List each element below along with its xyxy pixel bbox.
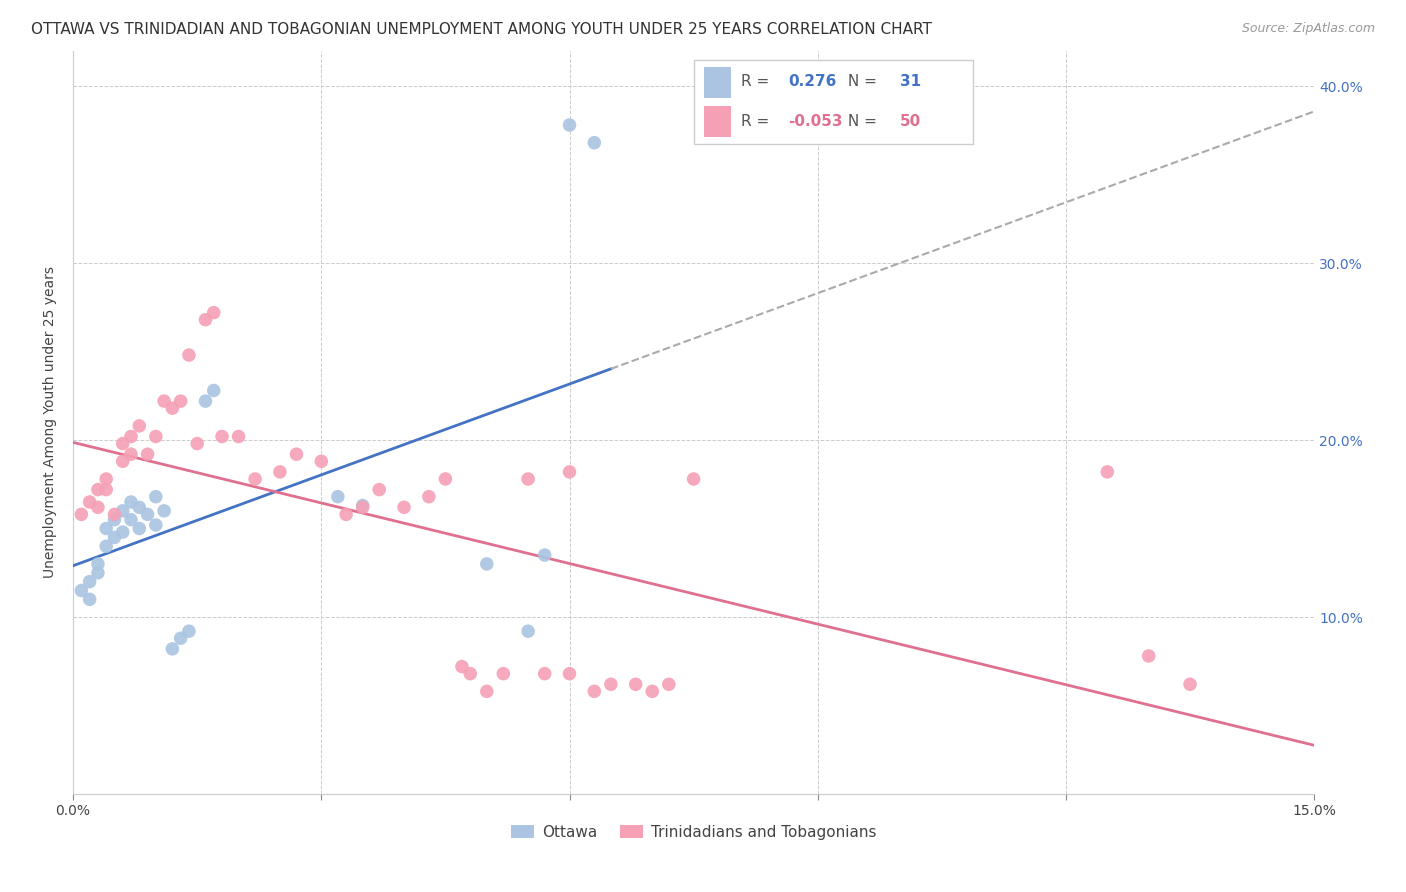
Point [96, 483, 118, 497]
Point [87, 483, 110, 497]
Point [1178, 677, 1201, 691]
Text: N =: N = [842, 75, 882, 89]
Point [177, 348, 200, 362]
Point [162, 401, 184, 416]
Text: N =: N = [842, 114, 882, 129]
Point [583, 684, 606, 698]
Point [352, 499, 374, 513]
Point [87, 500, 110, 515]
Point [79, 574, 101, 589]
Point [153, 504, 176, 518]
Text: R =: R = [741, 75, 773, 89]
Point [111, 524, 134, 539]
Point [136, 447, 159, 461]
Point [120, 447, 142, 461]
Text: Source: ZipAtlas.com: Source: ZipAtlas.com [1241, 22, 1375, 36]
Text: 50: 50 [900, 114, 921, 129]
Point [558, 666, 581, 681]
Point [194, 394, 217, 409]
Point [335, 508, 357, 522]
Point [434, 472, 457, 486]
Point [451, 659, 474, 673]
Point [96, 522, 118, 536]
Point [475, 684, 498, 698]
Legend: Ottawa, Trinidadians and Tobagonians: Ottawa, Trinidadians and Tobagonians [505, 819, 882, 846]
Text: 0.276: 0.276 [787, 75, 837, 89]
Point [111, 504, 134, 518]
Point [392, 500, 415, 515]
Point [120, 429, 142, 443]
Point [558, 465, 581, 479]
Point [269, 465, 291, 479]
Point [517, 472, 540, 486]
Point [162, 641, 184, 656]
Point [96, 472, 118, 486]
Point [145, 518, 167, 533]
Point [145, 490, 167, 504]
Point [120, 513, 142, 527]
Point [352, 500, 374, 515]
Point [103, 508, 125, 522]
Point [492, 666, 515, 681]
Point [79, 592, 101, 607]
Point [70, 508, 93, 522]
Point [87, 566, 110, 580]
Point [558, 118, 581, 132]
FancyBboxPatch shape [703, 106, 731, 137]
Text: OTTAWA VS TRINIDADIAN AND TOBAGONIAN UNEMPLOYMENT AMONG YOUTH UNDER 25 YEARS COR: OTTAWA VS TRINIDADIAN AND TOBAGONIAN UNE… [31, 22, 932, 37]
Point [475, 557, 498, 571]
Point [103, 513, 125, 527]
Point [145, 429, 167, 443]
Point [1137, 648, 1160, 663]
FancyBboxPatch shape [693, 61, 973, 144]
Point [79, 495, 101, 509]
Point [136, 508, 159, 522]
Point [169, 394, 191, 409]
Point [228, 429, 250, 443]
Point [418, 490, 440, 504]
Text: -0.053: -0.053 [787, 114, 842, 129]
Point [211, 429, 233, 443]
Point [533, 548, 555, 562]
Point [103, 530, 125, 544]
Point [243, 472, 266, 486]
Point [194, 312, 217, 326]
Point [128, 500, 150, 515]
Point [177, 624, 200, 639]
Point [533, 666, 555, 681]
Point [1097, 465, 1119, 479]
Point [111, 436, 134, 450]
Point [87, 557, 110, 571]
Point [70, 583, 93, 598]
Point [368, 483, 391, 497]
Point [186, 436, 208, 450]
Point [128, 418, 150, 433]
Point [458, 666, 481, 681]
Text: R =: R = [741, 114, 773, 129]
Point [624, 677, 647, 691]
Point [153, 394, 176, 409]
Text: 31: 31 [900, 75, 921, 89]
Point [285, 447, 308, 461]
Point [326, 490, 349, 504]
Point [202, 305, 225, 319]
FancyBboxPatch shape [703, 67, 731, 98]
Point [599, 677, 621, 691]
Y-axis label: Unemployment Among Youth under 25 years: Unemployment Among Youth under 25 years [44, 267, 58, 578]
Point [682, 472, 704, 486]
Point [96, 539, 118, 553]
Point [583, 136, 606, 150]
Point [169, 632, 191, 646]
Point [128, 522, 150, 536]
Point [517, 624, 540, 639]
Point [202, 384, 225, 398]
Point [120, 495, 142, 509]
Point [658, 677, 681, 691]
Point [111, 454, 134, 468]
Point [641, 684, 664, 698]
Point [311, 454, 333, 468]
